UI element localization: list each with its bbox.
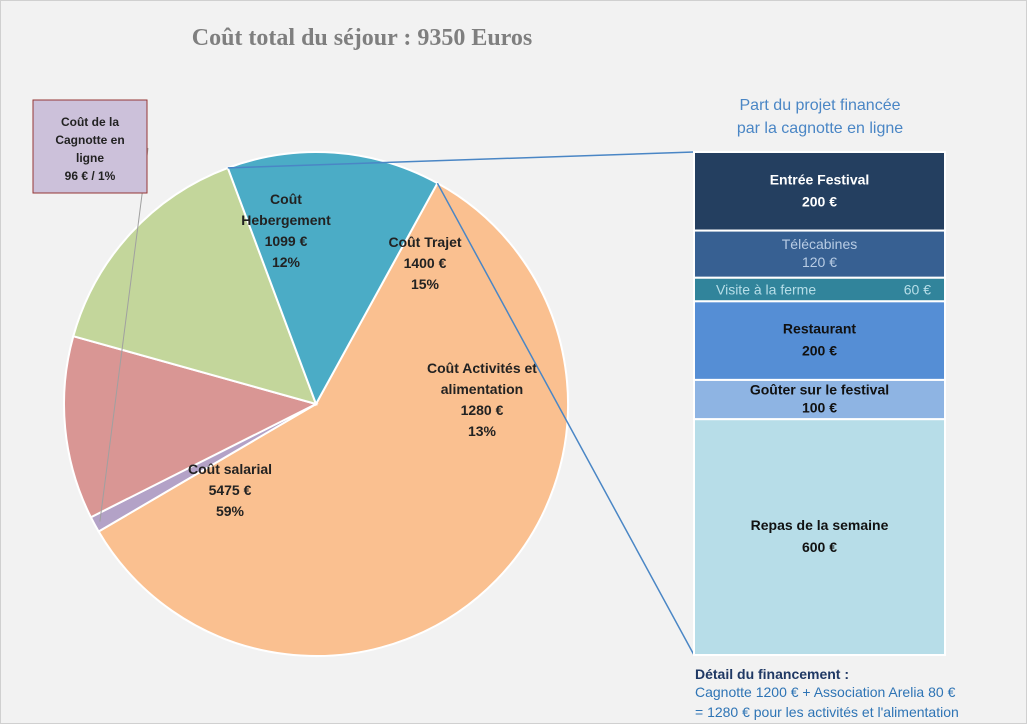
pie-chart-title: Coût total du séjour : 9350 Euros — [192, 25, 532, 51]
pie-data-label: 1400 € — [404, 255, 447, 271]
bar-segment-label: Restaurant — [783, 321, 856, 337]
connector-lines — [227, 151, 695, 656]
pie-data-label: 1280 € — [461, 402, 504, 418]
bar-segment-label: Entrée Festival — [770, 171, 870, 187]
pie-data-label: 5475 € — [209, 482, 252, 498]
pie-data-label: 15% — [411, 276, 440, 292]
pie-slice — [63, 334, 319, 519]
pie-data-label: 1099 € — [265, 233, 308, 249]
pie-slice — [72, 166, 318, 406]
pie-data-label: Coût — [270, 191, 302, 207]
pie-data-label: 13% — [468, 423, 497, 439]
financing-note-heading: Détail du financement : — [695, 666, 849, 682]
bar-chart-title-line-1: Part du projet financée — [740, 97, 901, 114]
bar-segment-value: 200 € — [802, 343, 837, 359]
pie-data-label: Coût salarial — [188, 461, 272, 477]
pie-data-label: Coût Trajet — [388, 234, 461, 250]
pie-data-label: 96 € / 1% — [65, 169, 116, 183]
bar-segment-label: Télécabines — [782, 236, 858, 252]
pie-data-label: ligne — [76, 151, 104, 165]
pie-data-label: 59% — [216, 503, 245, 519]
bar-segment-value: 600 € — [802, 539, 837, 555]
bar-segment-label: Visite à la ferme — [716, 282, 816, 298]
bar-segment-value: 100 € — [802, 400, 837, 416]
pie-slice — [226, 151, 439, 407]
bar-segment — [693, 151, 946, 232]
pie-chart: Coût salarial 5475 € 59% Coût de la Cagnotte… — [32, 99, 569, 657]
financing-note-line-1: Cagnotte 1200 € + Association Arelia 80 … — [695, 684, 956, 700]
bar-segment-value: 120 € — [802, 254, 837, 270]
pie-slice — [97, 181, 569, 657]
bar-segment-label: Goûter sur le festival — [750, 382, 889, 398]
financing-note-line-2: = 1280 € pour les activités et l'aliment… — [695, 704, 959, 720]
pie-leader-line — [99, 147, 149, 522]
pie-data-label: Coût Activités et — [427, 360, 537, 376]
stacked-bar: Entrée Festival 200 € Télécabines 120 € Visi… — [693, 151, 946, 656]
bar-segment — [693, 418, 946, 656]
bar-segment-label: Repas de la semaine — [751, 517, 889, 533]
connector-line-bottom — [436, 182, 695, 656]
pie-data-label: alimentation — [441, 381, 523, 397]
bar-segment-value: 200 € — [802, 193, 837, 209]
bar-segment-value: 60 € — [904, 282, 931, 298]
pie-callout-box — [32, 99, 148, 194]
pie-data-label: Hebergement — [241, 212, 331, 228]
bar-segment — [693, 300, 946, 381]
pie-data-label: 12% — [272, 254, 301, 270]
pie-data-label: Cagnotte en — [55, 133, 124, 147]
pie-data-label: Coût de la — [61, 115, 119, 129]
bar-chart-title-line-2: par la cagnotte en ligne — [737, 120, 903, 137]
connector-line-top — [227, 151, 695, 169]
